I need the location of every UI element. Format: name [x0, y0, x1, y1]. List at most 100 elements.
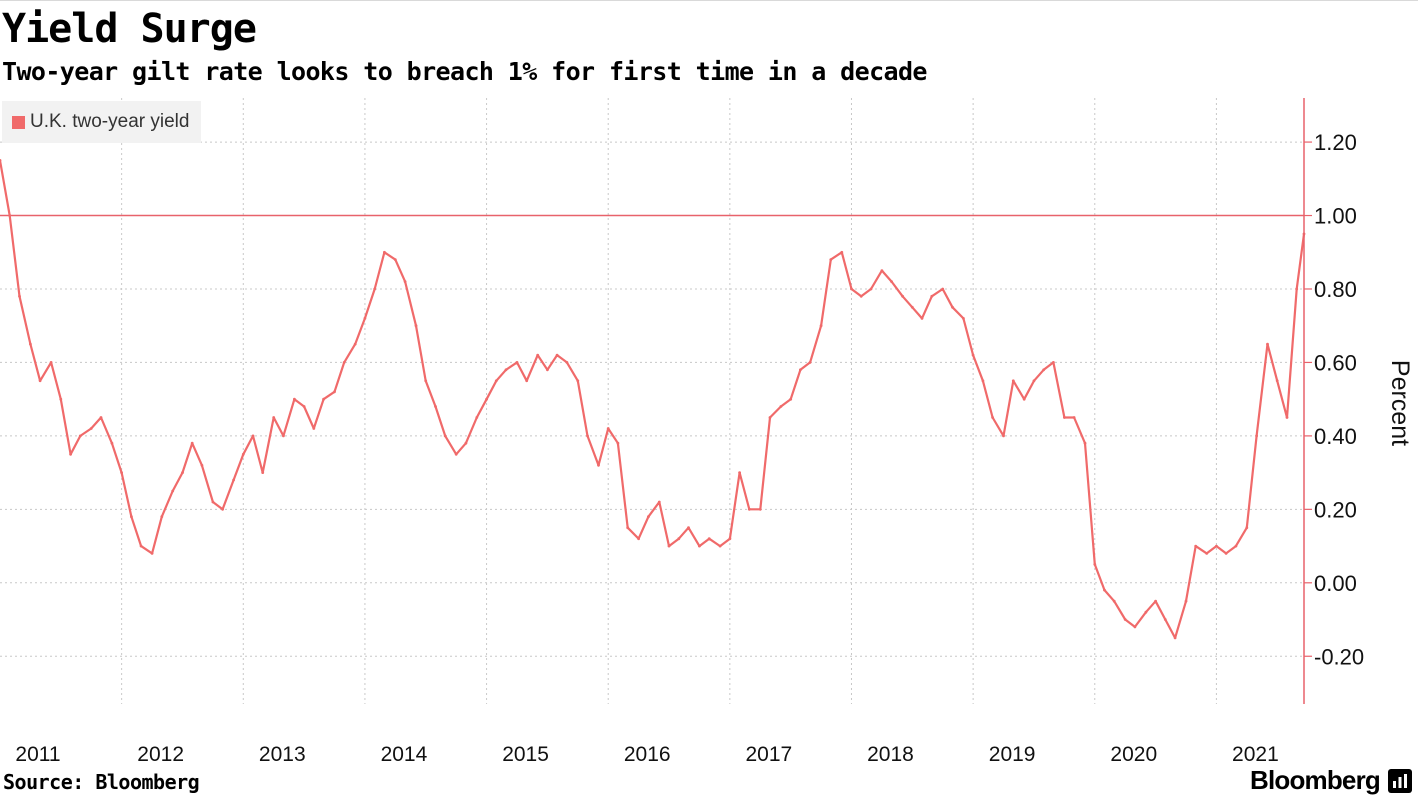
- data-point: [789, 397, 793, 401]
- data-point: [687, 526, 690, 530]
- data-point: [728, 537, 732, 541]
- data-point: [1173, 636, 1177, 640]
- data-point: [1205, 552, 1209, 555]
- data-point: [626, 526, 630, 530]
- data-point: [1063, 416, 1066, 419]
- y-axis-title: Percent: [1386, 360, 1414, 446]
- x-tick-label: 2018: [867, 743, 914, 766]
- bloomberg-terminal-icon: [1388, 768, 1412, 793]
- data-point: [981, 379, 985, 383]
- data-point: [971, 353, 975, 357]
- data-point: [69, 452, 72, 456]
- x-tick-label: 2019: [989, 743, 1036, 766]
- data-point: [1224, 552, 1228, 555]
- data-point: [859, 294, 863, 298]
- x-tick-label: 2013: [259, 743, 306, 766]
- data-point: [1144, 610, 1148, 614]
- data-point: [951, 305, 954, 309]
- data-point: [475, 416, 479, 419]
- data-point: [1123, 618, 1127, 621]
- data-point: [738, 471, 741, 474]
- data-point: [1194, 544, 1198, 548]
- data-point: [597, 463, 600, 467]
- y-tick-label: 0.40: [1314, 424, 1357, 449]
- data-point: [808, 361, 812, 364]
- data-point: [0, 159, 2, 162]
- data-point: [251, 434, 255, 438]
- x-tick-label: 2016: [624, 743, 671, 766]
- data-point: [200, 463, 204, 467]
- data-point: [546, 368, 549, 372]
- data-point: [89, 427, 93, 430]
- legend: U.K. two-year yield: [2, 101, 202, 143]
- chart-subtitle: Two-year gilt rate looks to breach 1% fo…: [2, 57, 927, 86]
- data-point: [616, 441, 620, 445]
- data-point: [1234, 544, 1238, 548]
- data-point: [890, 280, 893, 283]
- data-point: [160, 515, 164, 519]
- data-point: [880, 269, 884, 272]
- data-point: [920, 317, 924, 320]
- data-point: [322, 397, 325, 401]
- data-point: [768, 416, 772, 419]
- data-point: [1093, 563, 1097, 566]
- data-point: [1072, 416, 1076, 419]
- data-point: [941, 287, 945, 291]
- data-point: [1266, 342, 1269, 346]
- data-point: [829, 258, 833, 261]
- data-point: [576, 379, 580, 383]
- data-point: [342, 361, 346, 364]
- y-tick-label: 1.20: [1314, 130, 1357, 155]
- data-point: [1103, 588, 1106, 592]
- data-point: [363, 317, 367, 320]
- data-point: [59, 397, 63, 401]
- data-point: [647, 515, 650, 519]
- data-point: [1133, 625, 1137, 629]
- legend-label: U.K. two-year yield: [30, 111, 190, 132]
- data-point: [211, 500, 215, 504]
- data-point: [1042, 368, 1046, 372]
- data-point: [110, 441, 114, 445]
- x-tick-label: 2015: [502, 743, 549, 766]
- source-note: Source: Bloomberg: [3, 770, 200, 794]
- data-point: [1032, 379, 1036, 383]
- data-point: [962, 317, 965, 320]
- data-point: [171, 489, 175, 493]
- data-point: [454, 452, 458, 456]
- data-point: [1184, 599, 1188, 603]
- brand-name: Bloomberg: [1249, 765, 1381, 795]
- grid-lines: [0, 98, 1304, 704]
- data-point: [799, 368, 802, 372]
- data-point: [494, 379, 498, 383]
- data-point: [1285, 416, 1289, 419]
- y-tick-label: 0.20: [1314, 497, 1357, 522]
- data-point: [1215, 544, 1218, 548]
- data-point: [333, 390, 336, 394]
- x-tick-label: 2021: [1232, 743, 1279, 766]
- data-point: [150, 552, 154, 555]
- data-point: [1083, 441, 1087, 445]
- data-point: [606, 427, 610, 430]
- data-point: [850, 287, 853, 291]
- data-point: [18, 294, 21, 298]
- data-point: [424, 379, 428, 383]
- data-point: [707, 537, 711, 541]
- axis-layer: -0.20 0.00 0.20 0.40 0.60 0.80 1.00 1.20 2011 201…: [15, 98, 1414, 766]
- data-point: [282, 434, 285, 438]
- data-point: [221, 507, 225, 511]
- x-tick-label: 2014: [381, 743, 428, 766]
- data-point: [485, 397, 488, 401]
- data-point: [434, 405, 437, 408]
- data-point: [8, 214, 12, 217]
- data-point: [1011, 379, 1015, 383]
- data-point: [910, 305, 914, 309]
- data-point: [464, 441, 468, 445]
- data-point: [555, 353, 559, 357]
- data-point: [403, 280, 407, 283]
- data-point: [78, 434, 82, 438]
- data-point: [525, 379, 529, 383]
- data-point: [637, 537, 640, 541]
- x-tick-label: 2017: [745, 743, 792, 766]
- data-point: [1112, 599, 1116, 603]
- data-point: [312, 427, 316, 430]
